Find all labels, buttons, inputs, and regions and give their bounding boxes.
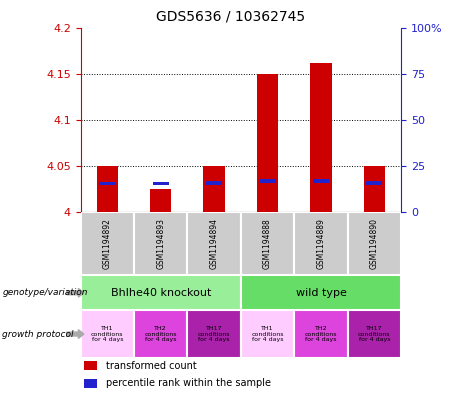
Text: GDS5636 / 10362745: GDS5636 / 10362745: [156, 10, 305, 24]
Bar: [84, 379, 97, 387]
Bar: [203, 166, 225, 212]
Bar: [81, 275, 241, 310]
Text: GSM1194890: GSM1194890: [370, 218, 379, 269]
Bar: [100, 182, 115, 185]
Text: TH2
conditions
for 4 days: TH2 conditions for 4 days: [145, 326, 177, 342]
Bar: [153, 182, 169, 185]
Text: TH17
conditions
for 4 days: TH17 conditions for 4 days: [358, 326, 390, 342]
Text: GSM1194892: GSM1194892: [103, 218, 112, 269]
Bar: [150, 189, 171, 212]
Bar: [313, 179, 329, 183]
Text: wild type: wild type: [296, 288, 346, 298]
Text: TH2
conditions
for 4 days: TH2 conditions for 4 days: [305, 326, 337, 342]
Bar: [294, 310, 348, 358]
Bar: [81, 310, 134, 358]
Text: Bhlhe40 knockout: Bhlhe40 knockout: [111, 288, 211, 298]
Text: percentile rank within the sample: percentile rank within the sample: [106, 378, 272, 388]
Text: growth protocol: growth protocol: [2, 330, 74, 338]
Bar: [134, 310, 188, 358]
Bar: [241, 310, 294, 358]
Bar: [241, 275, 401, 310]
Text: TH1
conditions
for 4 days: TH1 conditions for 4 days: [251, 326, 284, 342]
Bar: [364, 166, 385, 212]
Bar: [188, 310, 241, 358]
Text: transformed count: transformed count: [106, 361, 197, 371]
Text: genotype/variation: genotype/variation: [2, 288, 88, 297]
Bar: [188, 212, 241, 275]
Text: GSM1194894: GSM1194894: [210, 218, 219, 269]
Bar: [348, 212, 401, 275]
Bar: [366, 181, 382, 184]
Text: GSM1194889: GSM1194889: [316, 218, 325, 269]
Bar: [260, 179, 276, 183]
Bar: [294, 212, 348, 275]
Bar: [81, 212, 134, 275]
Bar: [310, 62, 331, 212]
Text: GSM1194888: GSM1194888: [263, 218, 272, 269]
Text: TH17
conditions
for 4 days: TH17 conditions for 4 days: [198, 326, 230, 342]
Bar: [97, 166, 118, 212]
Bar: [206, 181, 222, 184]
Bar: [348, 310, 401, 358]
Bar: [257, 73, 278, 212]
Bar: [241, 212, 294, 275]
Text: TH1
conditions
for 4 days: TH1 conditions for 4 days: [91, 326, 124, 342]
Text: GSM1194893: GSM1194893: [156, 218, 165, 269]
Bar: [84, 361, 97, 370]
Bar: [134, 212, 188, 275]
